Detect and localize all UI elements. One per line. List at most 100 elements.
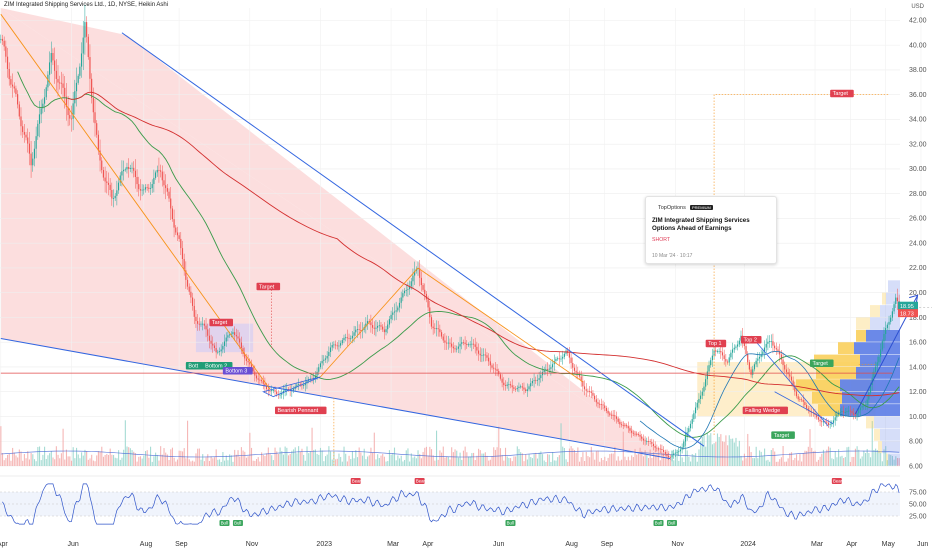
candle <box>303 385 305 386</box>
volume-bar <box>12 447 14 466</box>
volume-bar <box>262 454 264 466</box>
volume-bar <box>528 454 530 466</box>
volume-bar <box>76 447 78 466</box>
volume-bar <box>646 454 648 466</box>
volume-bar <box>461 459 463 466</box>
card-title[interactable]: ZIM Integrated Shipping Services Options… <box>652 217 750 232</box>
volume-bar <box>834 451 836 466</box>
volume-bar <box>96 455 98 466</box>
volume-bar <box>202 454 204 466</box>
candle <box>96 123 98 135</box>
volume-bar <box>30 453 32 466</box>
volume-bar <box>821 453 823 466</box>
rsi-mark-bg <box>831 478 842 484</box>
candle <box>419 268 421 278</box>
volume-bar <box>651 457 653 466</box>
volume-bar <box>590 446 592 466</box>
candle <box>617 418 619 422</box>
volume-bar <box>187 420 189 466</box>
volume-bar <box>324 456 327 466</box>
candle <box>444 340 446 343</box>
volume-bar <box>82 455 84 466</box>
candle <box>881 341 883 350</box>
candle <box>548 368 550 370</box>
volume-bar <box>321 450 323 466</box>
volume-bar <box>516 446 518 466</box>
candle <box>728 357 730 363</box>
candle <box>774 345 776 349</box>
volume-bar <box>784 461 786 466</box>
candle <box>694 407 697 414</box>
price-axis: 6.00 8.00 10.00 12.00 14.00 16.00 18.00 20.00 22… <box>898 18 927 470</box>
candle <box>753 364 756 370</box>
volume-bar <box>227 460 229 466</box>
volume-bar <box>217 459 219 466</box>
volume-bar <box>395 460 397 466</box>
candle <box>674 452 676 454</box>
candle <box>269 390 271 392</box>
candle <box>819 419 821 422</box>
candle <box>99 150 101 161</box>
volume-bar <box>131 450 133 466</box>
card-badge: PREMIUM <box>690 205 713 210</box>
candle <box>637 433 639 435</box>
candle <box>47 74 49 88</box>
candle <box>398 302 401 308</box>
volume-bar <box>144 451 147 466</box>
candle <box>768 341 771 343</box>
price-second-label: 18.73 <box>900 311 914 317</box>
volume-bar <box>158 460 160 466</box>
candle <box>528 386 530 390</box>
candle <box>124 169 126 171</box>
candle <box>678 451 680 453</box>
volume-bar <box>764 448 766 466</box>
volume-bar <box>296 453 298 466</box>
candle <box>316 371 318 376</box>
candle <box>328 352 330 356</box>
volume-bar <box>871 421 873 466</box>
candle <box>160 170 162 172</box>
time-axis: Apr Jun Aug Sep Nov 2023 Mar Apr Jun Aug Sep Nov 202… <box>0 541 928 548</box>
volume-bar <box>28 459 30 466</box>
volume-bar <box>1 453 4 466</box>
volume-bar <box>885 446 887 466</box>
candle <box>193 305 195 317</box>
candle <box>701 391 703 396</box>
volume-bar <box>779 459 781 466</box>
bottom-1-label-bg <box>185 362 204 370</box>
idea-card[interactable]: TopOptions PREMIUM ZIM Integrated Shippi… <box>645 196 777 264</box>
price-second-bg <box>898 309 918 318</box>
volume-bar <box>720 434 722 466</box>
candle <box>536 379 539 381</box>
volume-bar <box>368 455 370 466</box>
rsi-line <box>2 483 900 525</box>
candle <box>501 378 503 383</box>
candle <box>60 82 62 84</box>
candle <box>807 408 809 411</box>
volume-bar <box>612 453 614 466</box>
card-date: 10 Mar '24 · 10:17 <box>652 253 693 259</box>
candle <box>240 342 242 349</box>
candle <box>802 400 804 402</box>
volume-bar <box>822 449 825 466</box>
volume-bar <box>484 452 486 466</box>
candle <box>35 136 37 149</box>
volume-bar <box>37 446 39 466</box>
volume-bar <box>298 446 300 466</box>
candle <box>220 349 222 352</box>
candle <box>89 57 91 79</box>
candle <box>447 342 449 344</box>
candle <box>568 353 570 358</box>
candle <box>831 422 833 425</box>
candle <box>498 370 500 375</box>
candle <box>154 172 157 178</box>
volume-bar <box>134 453 136 466</box>
candle <box>393 311 396 313</box>
candle <box>232 332 234 334</box>
candle <box>405 290 407 291</box>
candle <box>412 275 414 282</box>
candle <box>710 360 712 366</box>
volume-bar <box>136 461 138 466</box>
candle <box>540 375 542 379</box>
